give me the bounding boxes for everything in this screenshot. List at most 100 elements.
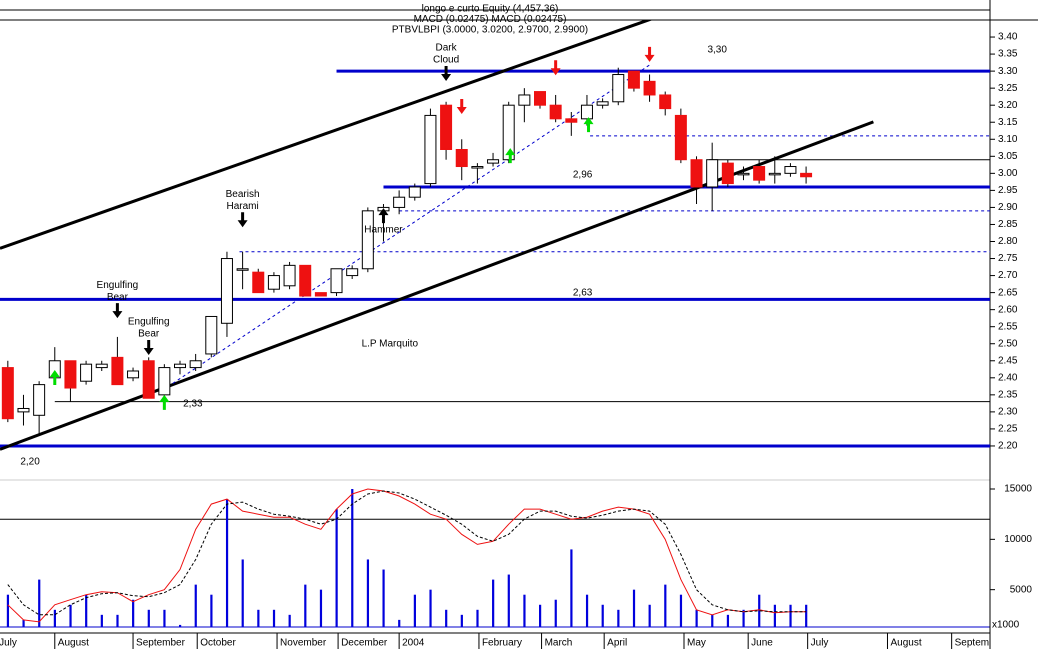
candle <box>220 251 233 337</box>
candle-body <box>408 186 421 198</box>
level-label: 2,20 <box>20 457 40 468</box>
candle-body <box>440 104 453 150</box>
candle <box>252 268 265 294</box>
volume-bar <box>617 609 620 627</box>
y-tick-label: 2.65 <box>998 287 1018 298</box>
candle-body <box>627 70 640 89</box>
candle <box>674 108 687 164</box>
y-tick-label: 3.00 <box>998 168 1018 179</box>
volume-bar <box>539 604 542 627</box>
price-panel <box>0 20 990 451</box>
y-tick-label: 2.25 <box>998 424 1018 435</box>
signal-arrow <box>112 303 123 319</box>
pattern-label: Engulfing <box>128 317 170 328</box>
candle <box>267 272 280 293</box>
level-label: 2,63 <box>573 288 593 299</box>
candle <box>440 101 453 160</box>
candle <box>487 152 500 167</box>
volume-bar <box>570 549 573 627</box>
candle-body <box>267 275 280 290</box>
header-text: MACD (0.02475) MACD (0.02475) <box>414 14 567 25</box>
volume-bar <box>257 609 260 627</box>
volume-bar <box>554 599 557 627</box>
volume-bar <box>601 604 604 627</box>
candle-body <box>17 407 30 413</box>
volume-bar <box>304 584 307 627</box>
volume-bar <box>147 609 150 627</box>
y-tick-label: 2.90 <box>998 202 1018 213</box>
x-tick-label: August <box>58 638 89 649</box>
candle-body <box>502 104 515 161</box>
candle <box>690 156 703 205</box>
candle-body <box>299 264 312 297</box>
y2-tick-label: 5000 <box>1010 584 1033 595</box>
candle-body <box>596 101 609 106</box>
candle-body <box>580 104 593 120</box>
y-tick-label: 2.70 <box>998 270 1018 281</box>
y2-tick-label: 10000 <box>1004 534 1032 545</box>
candle-body <box>330 268 343 294</box>
candle <box>643 74 656 102</box>
volume-bar <box>85 594 88 627</box>
x-tick-label: November <box>280 638 327 649</box>
candle-body <box>236 268 249 271</box>
y-tick-label: 2.95 <box>998 185 1018 196</box>
volume-bar <box>695 609 698 627</box>
candle-body <box>471 166 484 169</box>
candle <box>330 268 343 297</box>
x-tick-label: July <box>0 638 17 649</box>
y-tick-label: 2.55 <box>998 321 1018 332</box>
x-tick-label: March <box>545 638 573 649</box>
candle-body <box>252 271 265 294</box>
note-label: L.P Marquito <box>362 339 419 350</box>
candle <box>283 261 296 290</box>
candle <box>612 67 625 106</box>
candle-body <box>142 360 155 399</box>
volume-bar <box>773 604 776 627</box>
volume-bar <box>53 609 56 627</box>
candle <box>142 357 155 399</box>
candle-body <box>706 159 719 188</box>
signal-arrow <box>159 394 170 410</box>
y-tick-label: 2.75 <box>998 253 1018 264</box>
candle <box>33 381 46 436</box>
candle-body <box>205 315 218 355</box>
y2-tick-label: 15000 <box>1004 484 1032 495</box>
candle <box>753 159 766 184</box>
level-label: 2,96 <box>573 170 593 181</box>
volume-bar <box>507 574 510 627</box>
candle-body <box>643 80 656 96</box>
y-tick-label: 3.25 <box>998 83 1018 94</box>
pattern-label: Cloud <box>433 55 459 66</box>
y-tick-label: 2.85 <box>998 219 1018 230</box>
signal-arrow <box>644 46 655 62</box>
candle <box>800 166 813 184</box>
candle <box>127 367 140 382</box>
candle <box>361 207 374 273</box>
y-tick-label: 3.30 <box>998 66 1018 77</box>
candle <box>17 394 30 426</box>
candle <box>408 183 421 201</box>
candle-body <box>674 114 687 161</box>
candle-body <box>220 258 233 324</box>
candle-body <box>111 356 124 386</box>
volume-bar <box>163 609 166 627</box>
volume-bar <box>460 614 463 627</box>
oscillator-line <box>7 488 807 623</box>
volume-bar <box>413 594 416 627</box>
pattern-label: Bear <box>138 329 160 340</box>
candle-body <box>534 91 546 106</box>
volume-bar <box>351 489 354 627</box>
pattern-label: Engulfing <box>97 280 139 291</box>
volume-bar <box>585 594 589 627</box>
candle-body <box>189 360 202 369</box>
x-tick-label: February <box>482 638 522 649</box>
candle <box>346 265 359 279</box>
candle <box>659 91 672 116</box>
volume-bar <box>382 569 385 627</box>
pattern-label: Bear <box>107 292 129 303</box>
volume-bar <box>194 584 197 627</box>
candle-body <box>753 166 766 181</box>
